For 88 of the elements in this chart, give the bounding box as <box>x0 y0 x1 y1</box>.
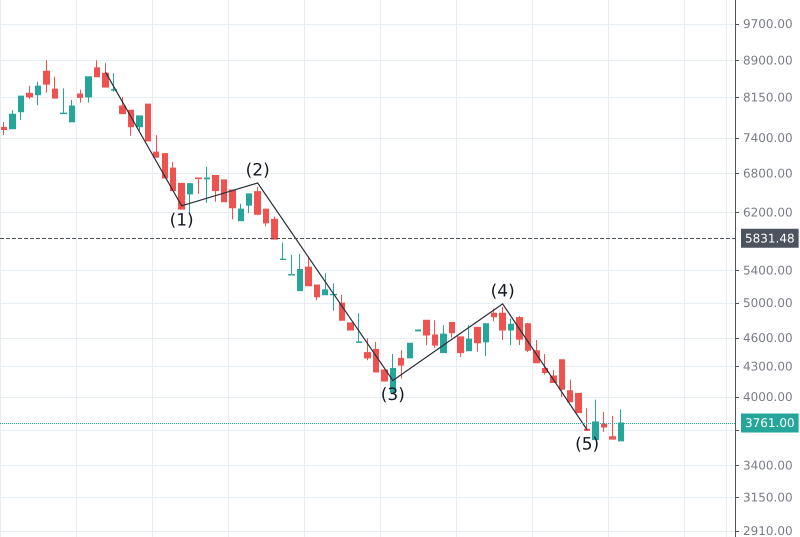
candlestick <box>212 174 219 202</box>
candlestick <box>102 62 109 88</box>
candlestick <box>204 166 210 204</box>
candlestick <box>195 177 202 194</box>
candlestick <box>77 89 83 104</box>
candlestick <box>145 104 151 142</box>
y-tick-label: 4600.00 <box>743 331 793 346</box>
candlestick <box>26 85 33 100</box>
y-tick-label: 4000.00 <box>743 390 793 404</box>
candlestick <box>94 60 100 78</box>
y-tick-label: 2910.00 <box>743 524 793 537</box>
candlestick <box>43 60 50 94</box>
candlestick <box>381 370 388 382</box>
candlestick <box>170 162 176 192</box>
annotation: (2) <box>246 160 270 180</box>
y-tick-label: 5000.00 <box>743 296 793 310</box>
y-tick-label: 4300.00 <box>743 360 793 374</box>
ref-line-label: 3761.00 <box>745 416 795 430</box>
y-tick-label: 9700.00 <box>743 17 793 32</box>
candlestick <box>229 190 236 220</box>
candlestick <box>432 320 438 348</box>
y-tick-label: 7400.00 <box>743 131 793 146</box>
candlestick <box>119 96 126 114</box>
candlestick <box>339 294 345 321</box>
candlestick <box>162 153 168 178</box>
candlestick <box>457 336 464 358</box>
annotation: (1) <box>170 210 194 230</box>
ref-line-label: 5831.48 <box>745 231 795 246</box>
candlestick <box>609 415 616 440</box>
candlestick <box>9 110 16 130</box>
candlestick <box>499 306 506 341</box>
y-tick-label: 8900.00 <box>743 53 793 68</box>
candlestick <box>153 134 159 158</box>
candlestick <box>491 308 497 322</box>
y-tick-label: 8150.00 <box>743 90 793 104</box>
candlestick <box>280 242 286 260</box>
candlestick <box>474 326 481 352</box>
annotation: (5) <box>575 434 600 454</box>
candlestick <box>449 322 455 338</box>
candlestick <box>69 99 75 122</box>
candlestick <box>466 324 472 352</box>
candlestick <box>373 341 379 373</box>
candlestick <box>440 324 447 354</box>
candlestick <box>263 208 269 227</box>
candlestick <box>136 115 143 132</box>
candlestick <box>305 258 312 286</box>
y-tick-label: 6800.00 <box>743 166 793 181</box>
candlestick <box>314 284 320 301</box>
y-tick-label: 3400.00 <box>743 458 793 472</box>
candlestick <box>246 193 252 214</box>
candlestick <box>18 96 24 121</box>
candlestick <box>356 312 362 343</box>
candlestick <box>221 179 227 202</box>
candlestick <box>601 412 607 433</box>
y-tick-label: 5400.00 <box>743 264 793 278</box>
candlestick <box>297 253 303 292</box>
candlestick <box>407 342 413 358</box>
candlestick <box>322 272 328 296</box>
candlestick <box>364 338 371 361</box>
candlestick <box>85 76 92 104</box>
candlestick <box>398 350 404 380</box>
candlestick <box>238 203 244 222</box>
candlestick <box>559 359 565 398</box>
candlestick <box>330 282 337 312</box>
candlestick <box>288 254 295 276</box>
candlestick <box>347 322 354 331</box>
candlestick <box>516 315 523 346</box>
candlestick <box>111 72 117 92</box>
candlestick <box>60 88 67 114</box>
candlestick <box>178 182 185 210</box>
candlestick <box>254 186 261 216</box>
candlestick <box>508 318 514 346</box>
y-tick-label: 3150.00 <box>743 490 793 505</box>
candlestick <box>567 379 573 402</box>
candlestick <box>542 354 548 375</box>
annotation: (4) <box>490 281 515 302</box>
line-series <box>105 72 588 430</box>
candlestick <box>584 408 590 431</box>
candlestick <box>52 76 58 99</box>
candlestick <box>35 81 41 106</box>
candlestick <box>575 392 582 414</box>
y-tick-label: 6200.00 <box>743 206 793 220</box>
annotation: (3) <box>380 385 405 406</box>
candlestick <box>525 322 531 353</box>
candlestick <box>1 121 7 136</box>
candlestick <box>483 323 489 356</box>
candlestick <box>271 216 278 240</box>
candlestick <box>423 320 430 346</box>
